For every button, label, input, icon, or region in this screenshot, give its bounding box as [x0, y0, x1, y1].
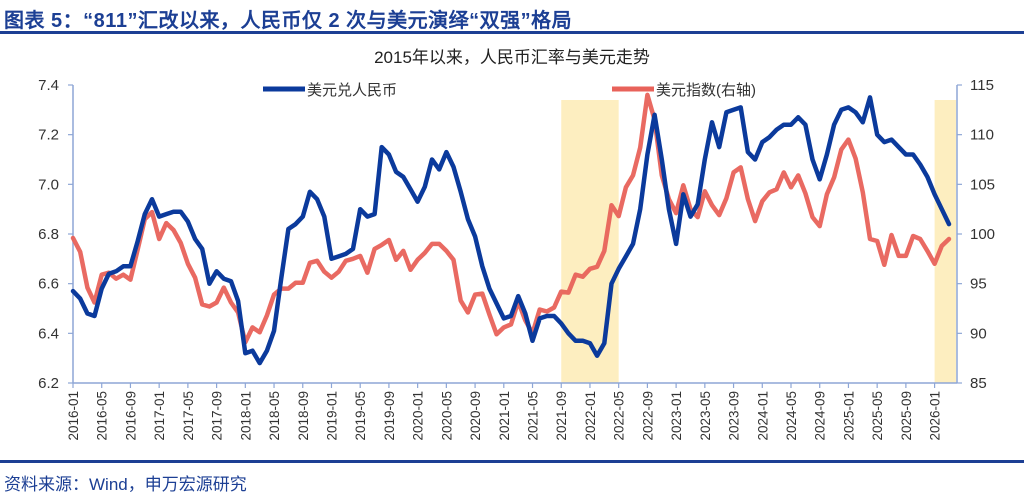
- series-line-dxy: [70, 92, 952, 345]
- x-axis-tick-label: 2023-05: [698, 391, 713, 441]
- x-axis-tick-label: 2021-09: [554, 391, 569, 441]
- x-axis-tick-label: 2025-05: [870, 391, 885, 441]
- left-axis-tick-label: 6.2: [38, 375, 59, 392]
- right-axis-tick-label: 90: [970, 325, 987, 342]
- x-axis-tick-label: 2016-05: [95, 391, 110, 441]
- x-axis-tick-label: 2021-01: [497, 391, 512, 441]
- x-axis-tick-label: 2018-01: [238, 391, 253, 441]
- x-axis-tick-label: 2020-09: [468, 391, 483, 441]
- x-axis-tick-label: 2021-05: [526, 391, 541, 441]
- footer-rule: [0, 460, 1024, 463]
- legend-label-usdcny: 美元兑人民币: [307, 82, 397, 99]
- shaded-period: [561, 100, 619, 383]
- right-axis-tick-label: 95: [970, 276, 987, 293]
- x-axis-tick-label: 2020-01: [411, 391, 426, 441]
- x-axis-tick-label: 2025-01: [841, 391, 856, 441]
- x-axis-tick-label: 2024-05: [784, 391, 799, 441]
- x-axis-tick-label: 2017-01: [152, 391, 167, 441]
- x-axis-tick-label: 2016-09: [123, 391, 138, 441]
- chart-title: 2015年以来，人民币汇率与美元走势: [374, 48, 650, 67]
- x-axis-tick-label: 2022-05: [612, 391, 627, 441]
- x-axis-tick-label: 2020-05: [439, 391, 454, 441]
- x-axis-tick-label: 2018-09: [296, 391, 311, 441]
- x-axis-tick-label: 2026-01: [928, 391, 943, 441]
- x-axis-tick-label: 2019-05: [353, 391, 368, 441]
- right-axis-tick-label: 100: [970, 226, 995, 243]
- legend-label-dxy: 美元指数(右轴): [656, 82, 756, 99]
- right-axis-tick-label: 85: [970, 375, 987, 392]
- x-axis-tick-label: 2018-05: [267, 391, 282, 441]
- right-axis-tick-label: 110: [970, 127, 994, 144]
- left-axis-tick-label: 6.6: [38, 276, 59, 293]
- x-axis-tick-label: 2024-09: [813, 391, 828, 441]
- right-axis-tick-label: 115: [970, 77, 994, 94]
- figure-title: 图表 5：“811”汇改以来，人民币仅 2 次与美元演绎“双强”格局: [4, 10, 573, 32]
- left-axis-tick-label: 7.4: [38, 77, 59, 94]
- x-axis-tick-label: 2025-09: [899, 391, 914, 441]
- left-axis-tick-label: 7.0: [38, 176, 59, 193]
- x-axis-tick-label: 2016-01: [66, 391, 81, 441]
- left-axis-tick-label: 6.4: [38, 325, 59, 342]
- x-axis-tick-label: 2024-01: [755, 391, 770, 441]
- x-axis-tick-label: 2017-05: [181, 391, 196, 441]
- right-axis-tick-label: 105: [970, 176, 995, 193]
- x-axis-tick-label: 2017-09: [210, 391, 225, 441]
- x-axis-tick-label: 2019-09: [382, 391, 397, 441]
- x-axis-tick-label: 2019-01: [324, 391, 339, 441]
- x-axis-tick-label: 2023-01: [669, 391, 684, 441]
- left-axis-tick-label: 6.8: [38, 226, 59, 243]
- header-rule: [0, 31, 1024, 34]
- series-line-usdcny: [70, 95, 952, 366]
- x-axis-tick-label: 2022-01: [583, 391, 598, 441]
- source-note: 资料来源：Wind，申万宏源研究: [4, 475, 247, 494]
- x-axis-tick-label: 2023-09: [727, 391, 742, 441]
- left-axis-tick-label: 7.2: [38, 127, 59, 144]
- x-axis-tick-label: 2022-09: [640, 391, 655, 441]
